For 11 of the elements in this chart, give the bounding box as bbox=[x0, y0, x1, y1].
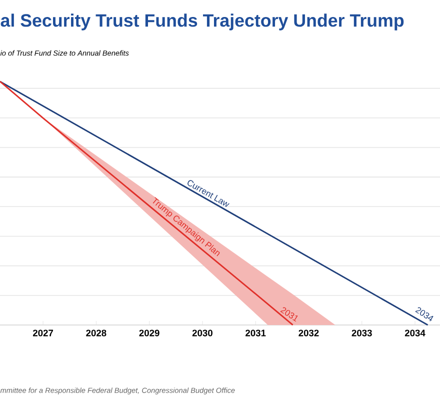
x-tick-label: 2034 bbox=[404, 330, 426, 336]
x-tick-label: 2032 bbox=[298, 330, 319, 336]
x-tick-label: 2030 bbox=[192, 330, 212, 336]
annotation: 2031 bbox=[280, 307, 298, 322]
x-tick-label: 2028 bbox=[86, 330, 106, 336]
x-tick-label: 2031 bbox=[246, 330, 266, 336]
x-tick-label: 2029 bbox=[139, 330, 160, 336]
x-tick-label: 2033 bbox=[352, 330, 372, 336]
chart-title: al Security Trust Funds Trajectory Under Trump bbox=[0, 14, 404, 30]
x-tick-label: 2027 bbox=[32, 330, 53, 336]
annotation: 2034 bbox=[415, 307, 434, 322]
